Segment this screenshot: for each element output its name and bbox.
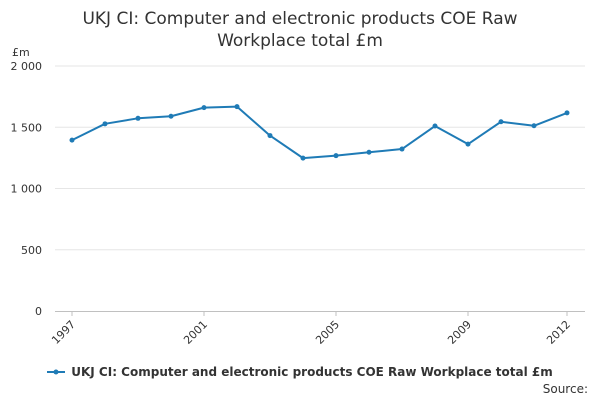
data-point[interactable]: [498, 119, 504, 125]
data-point[interactable]: [300, 155, 306, 161]
source-label: Source:: [542, 382, 588, 396]
gridlines: [55, 65, 585, 251]
y-tick-label: 2 000: [11, 60, 43, 73]
chart-title: UKJ CI: Computer and electronic products…: [0, 8, 600, 52]
y-tick-label: 1 000: [11, 183, 43, 196]
data-point[interactable]: [366, 149, 372, 155]
y-tick-labels: 0 500 1 000 1 500 2 000: [11, 60, 43, 318]
data-point[interactable]: [267, 133, 273, 139]
data-point[interactable]: [531, 123, 537, 129]
chart-title-line-2: Workplace total £m: [217, 31, 383, 51]
data-point[interactable]: [564, 110, 570, 116]
data-point[interactable]: [69, 137, 75, 143]
legend-label: UKJ CI: Computer and electronic products…: [71, 365, 553, 379]
series-line: [71, 105, 568, 160]
y-axis-label: £m: [12, 46, 30, 59]
data-point[interactable]: [168, 113, 174, 119]
chart-title-line-1: UKJ CI: Computer and electronic products…: [82, 9, 518, 29]
legend[interactable]: UKJ CI: Computer and electronic products…: [0, 364, 600, 381]
y-tick-label: 1 500: [11, 121, 43, 134]
data-point[interactable]: [399, 146, 405, 152]
y-tick-label: 500: [21, 244, 42, 257]
data-point[interactable]: [102, 121, 108, 127]
x-tick-label: 2012: [544, 318, 573, 347]
legend-marker: [47, 369, 66, 375]
x-tick-label: 2005: [313, 318, 342, 347]
data-point[interactable]: [201, 105, 207, 111]
series-group: [69, 104, 570, 161]
x-tick-label: 2001: [181, 318, 210, 347]
data-point[interactable]: [465, 141, 471, 147]
y-tick-label: 0: [35, 305, 42, 318]
x-tick-label: 1997: [49, 318, 78, 347]
data-point[interactable]: [234, 104, 240, 110]
x-tick-labels: 1997 2001 2005 2009 2012: [49, 311, 573, 347]
x-tick-label: 2009: [445, 318, 474, 347]
data-point[interactable]: [333, 153, 339, 159]
data-point[interactable]: [135, 115, 141, 121]
data-point[interactable]: [432, 123, 438, 129]
